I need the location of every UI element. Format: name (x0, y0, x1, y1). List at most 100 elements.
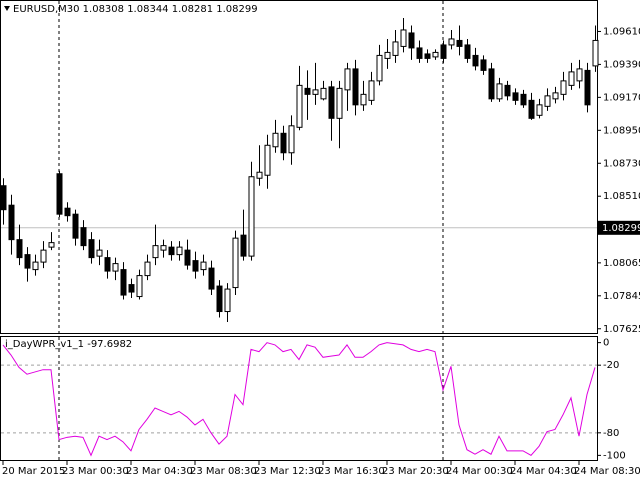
candle-body (320, 87, 327, 100)
candle-body (16, 239, 23, 259)
candle-body (0, 185, 7, 211)
candle-body (416, 47, 423, 59)
candle-body (560, 80, 567, 95)
x-tick-label: 20 Mar 2015 (2, 466, 65, 477)
candle-body (328, 86, 335, 119)
candle-body (312, 89, 319, 95)
candle-body (536, 104, 543, 116)
candle-body (360, 93, 367, 106)
candle-body (48, 242, 55, 248)
y-tick-label: -100 (603, 450, 626, 461)
candle-body (448, 38, 455, 46)
price-label: 1.08299 (602, 223, 640, 234)
y-tick-label: -20 (603, 360, 619, 371)
candle-body (464, 44, 471, 59)
chart-title: EURUSD,M30 1.08308 1.08344 1.08281 1.082… (13, 4, 258, 15)
candle-body (368, 80, 375, 101)
candle-body (216, 285, 223, 313)
candle-body (32, 261, 39, 271)
candle-body (264, 144, 271, 176)
candle-body (200, 261, 207, 271)
y-tick-label: 1.08730 (603, 158, 640, 169)
symbol-icon (4, 6, 10, 11)
candle-body (88, 239, 95, 259)
candle-body (56, 173, 63, 215)
indicator-title: i_DayWPR_v1_1 -97.6982 (5, 339, 132, 350)
y-tick-label: 1.09610 (603, 26, 640, 37)
candle-body (480, 59, 487, 71)
candle-body (40, 249, 47, 263)
main-frame (0, 0, 598, 334)
candle-body (8, 204, 15, 241)
x-tick-label: 24 Mar 08:30 (574, 466, 640, 477)
candle-body (336, 87, 343, 119)
y-tick-label: 1.09390 (603, 59, 640, 70)
candle-body (432, 51, 439, 58)
candle-body (176, 246, 183, 256)
candle-body (376, 54, 383, 82)
candle-body (136, 275, 143, 298)
y-tick-label: -80 (603, 428, 619, 439)
x-tick-label: 23 Mar 12:30 (254, 466, 321, 477)
candle-body (408, 32, 415, 49)
indicator-line (2, 342, 596, 457)
candle-body (512, 92, 519, 101)
candle-body (144, 261, 151, 277)
candle-body (304, 87, 311, 95)
y-tick-label: 1.07625 (603, 324, 640, 335)
candle-body (160, 245, 167, 251)
candle-body (344, 68, 351, 91)
candle-body (552, 92, 559, 100)
candle-body (496, 83, 503, 100)
candle-body (400, 29, 407, 47)
candle-body (296, 84, 303, 128)
candle-body (192, 260, 199, 272)
y-tick-label: 1.08510 (603, 191, 640, 202)
y-tick-label: 1.07845 (603, 291, 640, 302)
candle-body (280, 132, 287, 154)
candle-body (392, 41, 399, 56)
x-tick-label: 23 Mar 20:30 (382, 466, 449, 477)
candle-body (24, 254, 31, 269)
price-label-box (598, 220, 640, 235)
candle-body (520, 93, 527, 106)
candle-body (472, 54, 479, 67)
candle-body (592, 39, 599, 67)
y-tick-label: 0 (603, 338, 609, 349)
candle-body (528, 99, 535, 119)
candle-body (568, 71, 575, 86)
candle-body (80, 227, 87, 247)
candle-body (352, 68, 359, 106)
indicator-frame (0, 336, 598, 461)
candle-body (504, 84, 511, 97)
candle-body (456, 39, 463, 47)
candle-body (544, 95, 551, 107)
y-tick-label: 1.08950 (603, 125, 640, 136)
candle-body (440, 44, 447, 59)
x-tick-label: 23 Mar 08:30 (190, 466, 257, 477)
candle-body (152, 245, 159, 259)
y-tick-label: 1.08065 (603, 258, 640, 269)
candle-body (248, 176, 255, 257)
x-tick-label: 24 Mar 00:30 (446, 466, 513, 477)
candle-body (64, 207, 71, 217)
candle-body (272, 132, 279, 148)
candle-body (120, 269, 127, 296)
candle-body (584, 69, 591, 106)
x-tick-label: 23 Mar 00:30 (62, 466, 129, 477)
x-tick-label: 23 Mar 04:30 (126, 466, 193, 477)
candle-body (288, 125, 295, 154)
candle-body (184, 249, 191, 266)
x-tick-label: 24 Mar 04:30 (510, 466, 577, 477)
candle-body (168, 246, 175, 256)
candle-body (240, 234, 247, 257)
candle-body (232, 237, 239, 289)
candle-body (72, 213, 79, 239)
candle-body (208, 267, 215, 290)
candle-body (128, 284, 135, 293)
candle-body (576, 68, 583, 82)
candle-body (488, 68, 495, 100)
